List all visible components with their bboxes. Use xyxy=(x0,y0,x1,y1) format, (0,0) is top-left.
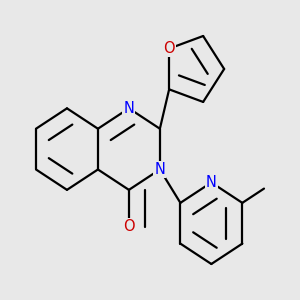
Text: N: N xyxy=(124,101,134,116)
Text: N: N xyxy=(206,175,217,190)
Text: O: O xyxy=(123,219,135,234)
Text: O: O xyxy=(163,41,175,56)
Text: N: N xyxy=(154,162,165,177)
